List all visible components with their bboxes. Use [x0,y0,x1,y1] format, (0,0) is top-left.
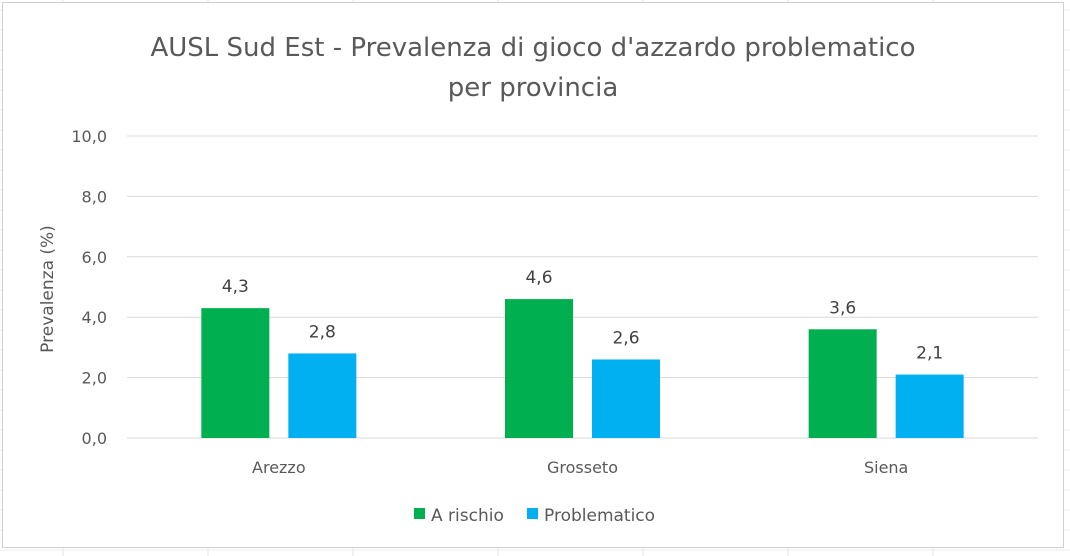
chart-area[interactable] [2,2,1064,548]
y-axis-label: Prevalenza (%) [38,225,58,353]
data-label: 4,6 [525,268,552,288]
bars [201,299,964,438]
data-label: 2,1 [916,344,943,364]
x-category-label: Grosseto [547,458,618,477]
bar-a-rischio-siena[interactable] [808,329,877,438]
gridlines [127,135,1038,439]
legend-swatch-problematico [527,508,538,519]
legend-label-a-rischio: A rischio [431,506,504,526]
x-category-label: Arezzo [252,458,306,477]
data-label: 4,3 [222,277,249,297]
legend-label-problematico: Problematico [544,506,655,526]
chart-title-line-1: AUSL Sud Est - Prevalenza di gioco d'azz… [150,33,915,63]
y-tick-label: 2,0 [82,369,107,388]
y-axis-ticks: 0,0 2,0 4,0 6,0 8,0 10,0 [71,127,107,448]
chart-title: AUSL Sud Est - Prevalenza di gioco d'azz… [150,33,915,103]
y-tick-label: 6,0 [82,248,107,267]
data-label: 3,6 [829,298,856,318]
data-label: 2,6 [612,328,639,348]
legend-swatch-a-rischio [414,508,425,519]
bar-a-rischio-arezzo[interactable] [201,308,270,438]
x-category-label: Siena [864,458,908,477]
x-axis-categories: Arezzo Grosseto Siena [252,458,908,477]
chart-title-line-2: per provincia [448,73,619,103]
bar-a-rischio-grosseto[interactable] [505,299,573,438]
y-tick-label: 0,0 [82,429,107,448]
bar-problematico-arezzo[interactable] [288,353,357,438]
bar-problematico-grosseto[interactable] [592,359,660,438]
bar-problematico-siena[interactable] [895,374,964,438]
data-label: 2,8 [309,322,336,342]
legend[interactable]: A rischio Problematico [414,506,655,526]
data-labels: 4,3 2,8 4,6 2,6 3,6 2,1 [222,268,943,364]
y-tick-label: 10,0 [71,127,107,146]
y-tick-label: 8,0 [82,187,107,206]
y-tick-label: 4,0 [82,308,107,327]
